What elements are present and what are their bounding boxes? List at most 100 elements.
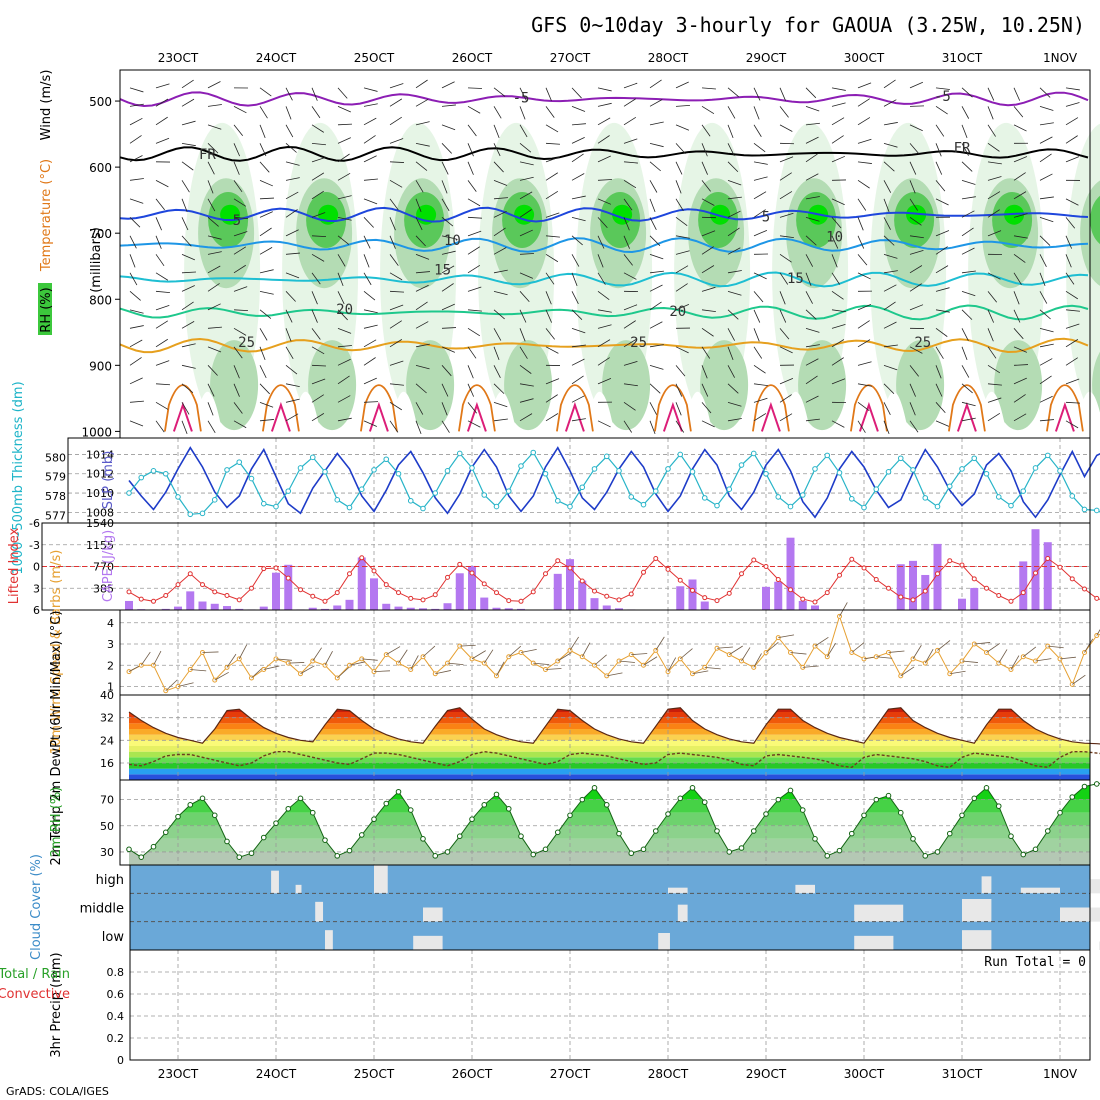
wind-barb [643,656,658,666]
wind-barb [311,157,326,163]
wind-barb [961,309,973,320]
wind-barb [233,105,247,114]
wind-barb [415,301,428,311]
wind-barb [467,216,482,219]
wind-barb [851,642,865,653]
wind-barb [129,155,143,163]
wind-barb [753,383,768,387]
wind-barb [259,309,272,319]
slp-point [383,456,390,463]
wind-barb [831,102,846,107]
wind-barb [727,210,741,218]
wind-barb [259,124,266,138]
wind-barb [909,217,922,226]
wind-barb [961,227,974,237]
rh-point [469,816,475,823]
wind-barb [701,246,714,255]
slp-point [848,496,855,502]
wind-barb [571,254,580,267]
slp-point [236,459,243,465]
wind-barb [233,286,248,292]
wind-barb [571,291,579,304]
wind-barb [441,180,448,194]
cape-bar [566,559,574,610]
dry-pocket [194,391,223,432]
wind-barb [805,254,814,267]
wind-barb [909,161,917,175]
wind-barb [857,402,870,411]
wind-barb [1039,173,1053,181]
lifted-point [824,590,830,596]
thickness-tick-label: 579 [45,471,66,484]
wind-barb [986,643,1000,653]
cape-bar [198,601,207,610]
wind-barb [311,364,327,367]
temp-band [129,746,1090,752]
temp-tick-label: 16 [100,757,114,770]
isotherm-hot [760,401,781,432]
wind-barb [987,346,997,359]
dry-pocket [390,391,419,432]
wind-barb [655,636,665,651]
cape-bar [896,564,905,610]
wind-barb [337,195,352,200]
wind-barb [259,179,273,187]
contour-label: 25 [238,335,255,351]
wind-barb [233,143,241,157]
wind-barb [545,394,558,403]
wind-barb [1039,291,1048,304]
wind-barb [581,642,591,657]
wind-barb [415,180,424,193]
wind-barb [129,400,144,403]
wind-barb [779,106,789,118]
wind-barb [155,383,170,386]
wind-barb [857,180,870,189]
wind-barb [1065,117,1079,126]
wind-barb [998,649,1008,664]
wind-barb [805,344,820,348]
cloud-block [315,901,324,922]
cape-bar [345,599,354,610]
wind-barb [1065,87,1080,91]
slp-point [567,503,573,510]
wind-barb [519,191,533,200]
slp-point [395,470,402,477]
wind-barb [493,210,507,218]
wind-barb [649,142,664,148]
wind-barb [363,324,378,329]
rh-point [971,795,978,802]
wind-barb [129,291,141,301]
wind-barb [259,87,272,97]
wind-barb [155,420,165,433]
wind-barb [312,647,322,662]
rh-shade-low [602,340,651,431]
wind-barb [675,198,684,211]
wind-barb [415,271,430,274]
wind-barb [233,198,247,207]
lifted-point [616,597,622,603]
slp-point [812,466,818,472]
grads-credit: GrADS: COLA/IGES [6,1085,109,1098]
rh-point [689,785,696,791]
wind-barb [987,209,1000,218]
isotherm-warm [556,384,594,432]
wind-barb [311,291,318,305]
wind-barb [1039,358,1053,366]
precip-run-total: Run Total = 0 [984,955,1086,970]
wind-barb [467,230,482,237]
wind-barb [545,106,555,118]
cloud-block [1089,879,1100,894]
wind-barb [753,176,768,181]
wind-barb [441,383,449,397]
wind-barb [571,309,583,320]
lifted-point [898,594,904,600]
cape-bar [553,573,562,610]
rh-point [211,812,218,819]
slp-point [1044,452,1051,459]
wind-barb [441,124,456,131]
wind-barb [311,172,325,181]
wind-barb [692,670,709,675]
x-tick-label: 1NOV [1043,1067,1078,1081]
wind-barb [389,179,403,188]
wind-barb [571,123,586,126]
